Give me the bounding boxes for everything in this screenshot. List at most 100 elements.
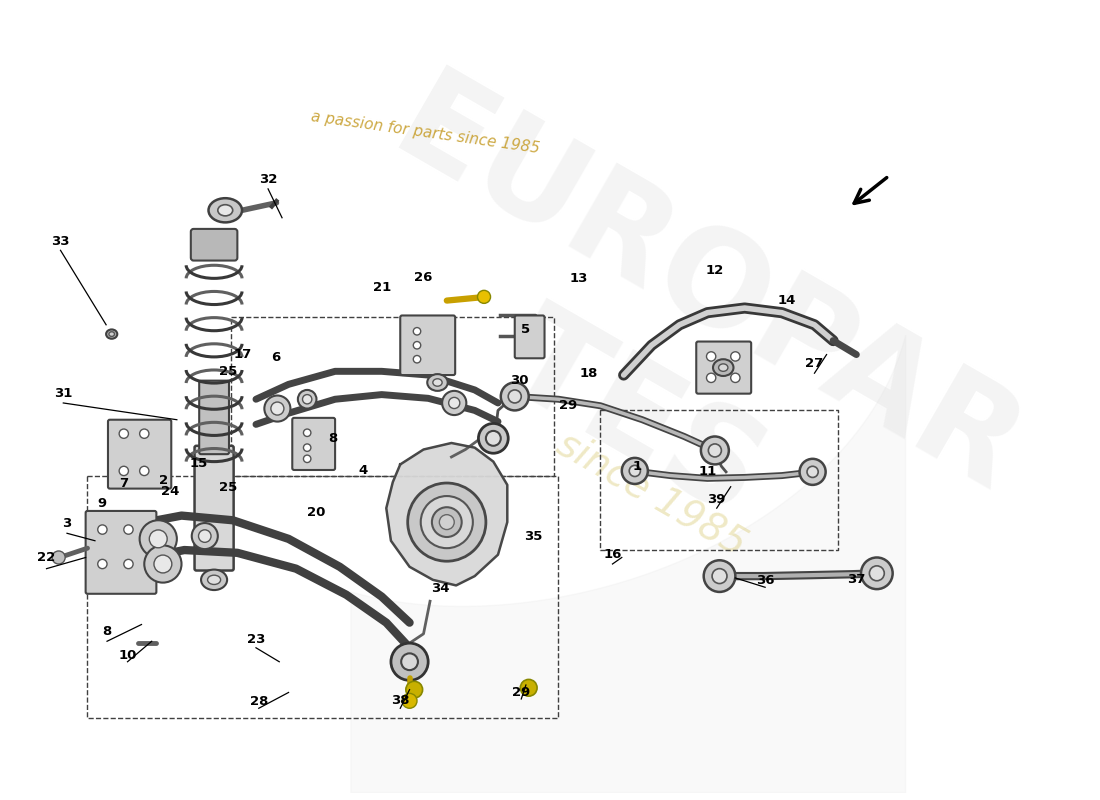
Text: 16: 16	[603, 548, 622, 561]
Text: 14: 14	[778, 294, 795, 307]
Text: 8: 8	[329, 432, 338, 445]
Circle shape	[264, 395, 290, 422]
Circle shape	[271, 402, 284, 415]
Circle shape	[486, 431, 500, 446]
Circle shape	[390, 643, 428, 680]
Circle shape	[98, 525, 107, 534]
Circle shape	[712, 569, 727, 583]
Text: 7: 7	[119, 477, 129, 490]
Text: 18: 18	[580, 366, 598, 380]
Circle shape	[140, 429, 148, 438]
FancyBboxPatch shape	[400, 315, 455, 375]
Circle shape	[124, 559, 133, 569]
Text: 28: 28	[250, 695, 268, 708]
Circle shape	[140, 466, 148, 475]
Text: 22: 22	[37, 551, 56, 564]
Ellipse shape	[106, 330, 118, 338]
Text: 11: 11	[698, 466, 716, 478]
Text: 5: 5	[521, 323, 530, 336]
Ellipse shape	[427, 374, 448, 391]
Text: 31: 31	[54, 387, 73, 400]
Circle shape	[144, 546, 182, 582]
Text: 33: 33	[52, 234, 69, 247]
Text: 17: 17	[234, 348, 252, 361]
Ellipse shape	[208, 575, 221, 585]
Circle shape	[124, 525, 133, 534]
Ellipse shape	[109, 332, 114, 337]
Circle shape	[708, 444, 722, 457]
Text: 38: 38	[390, 694, 409, 707]
Text: 23: 23	[246, 633, 265, 646]
Text: 8: 8	[102, 626, 112, 638]
Circle shape	[298, 390, 317, 409]
Ellipse shape	[432, 378, 442, 386]
Text: 2: 2	[160, 474, 168, 486]
Ellipse shape	[209, 198, 242, 222]
Circle shape	[520, 679, 537, 696]
Circle shape	[701, 437, 729, 465]
Circle shape	[442, 391, 466, 415]
Circle shape	[402, 654, 418, 670]
FancyBboxPatch shape	[696, 342, 751, 394]
Circle shape	[150, 530, 167, 548]
Text: 12: 12	[706, 264, 724, 278]
Text: a passion for parts since 1985: a passion for parts since 1985	[309, 110, 540, 157]
Text: 36: 36	[756, 574, 774, 587]
Circle shape	[154, 555, 172, 573]
Circle shape	[52, 551, 65, 564]
Circle shape	[414, 327, 420, 335]
Circle shape	[414, 342, 420, 349]
FancyBboxPatch shape	[190, 229, 238, 261]
Text: 20: 20	[307, 506, 326, 519]
Circle shape	[621, 458, 648, 484]
Circle shape	[477, 290, 491, 303]
Circle shape	[704, 560, 735, 592]
Circle shape	[304, 444, 311, 451]
Text: 29: 29	[559, 399, 576, 412]
Text: 29: 29	[513, 686, 530, 699]
Circle shape	[807, 466, 818, 478]
Circle shape	[119, 466, 129, 475]
Text: 6: 6	[271, 351, 281, 364]
Circle shape	[198, 530, 211, 542]
Circle shape	[500, 382, 529, 410]
Text: 39: 39	[707, 494, 726, 506]
FancyBboxPatch shape	[195, 446, 233, 570]
Text: 1: 1	[634, 460, 642, 473]
Circle shape	[98, 559, 107, 569]
Text: since 1985: since 1985	[550, 425, 754, 564]
Text: 25: 25	[219, 481, 238, 494]
Text: 21: 21	[373, 281, 390, 294]
FancyBboxPatch shape	[86, 511, 156, 594]
Polygon shape	[386, 443, 507, 586]
Text: 9: 9	[98, 497, 107, 510]
Circle shape	[432, 507, 462, 537]
Circle shape	[302, 394, 311, 404]
Ellipse shape	[713, 359, 734, 376]
Text: 32: 32	[258, 173, 277, 186]
Circle shape	[730, 352, 740, 361]
Ellipse shape	[218, 205, 233, 216]
Circle shape	[508, 390, 521, 403]
Circle shape	[406, 682, 422, 698]
Circle shape	[706, 373, 716, 382]
FancyBboxPatch shape	[293, 418, 336, 470]
Text: 3: 3	[63, 518, 72, 530]
Circle shape	[403, 694, 417, 708]
Circle shape	[420, 496, 473, 548]
Ellipse shape	[718, 364, 728, 371]
FancyBboxPatch shape	[108, 420, 172, 489]
Text: EUROPAR
TES: EUROPAR TES	[299, 61, 1042, 648]
Ellipse shape	[201, 570, 227, 590]
FancyBboxPatch shape	[199, 381, 229, 454]
Text: 34: 34	[431, 582, 450, 594]
Circle shape	[439, 514, 454, 530]
Text: 10: 10	[119, 649, 136, 662]
Circle shape	[414, 355, 420, 363]
Circle shape	[191, 523, 218, 549]
Circle shape	[119, 429, 129, 438]
Circle shape	[861, 558, 893, 589]
Text: 30: 30	[510, 374, 529, 387]
Text: 13: 13	[570, 272, 589, 285]
Circle shape	[408, 483, 486, 562]
